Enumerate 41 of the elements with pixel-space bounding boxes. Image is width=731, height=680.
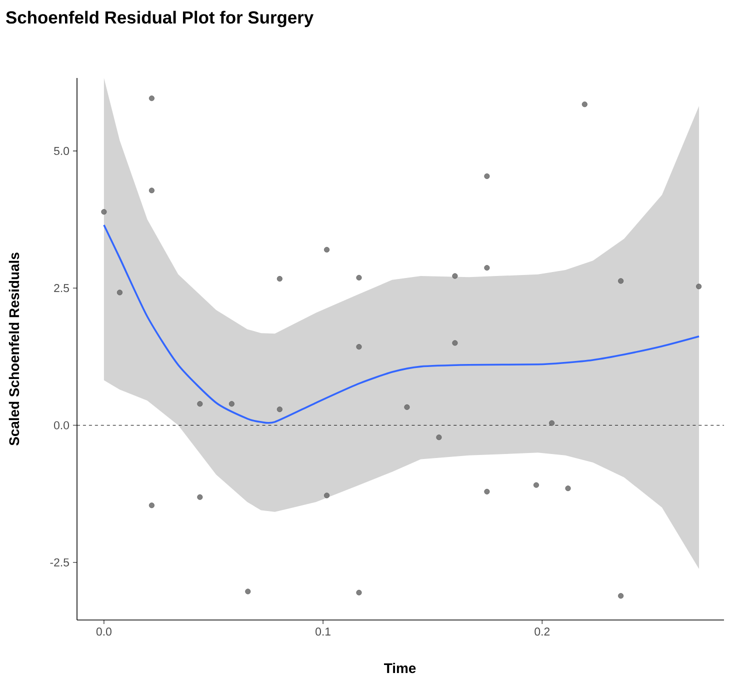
x-axis-title: Time [384,662,416,674]
point [148,188,154,194]
x-tick-label: 0.0 [96,628,112,636]
point [565,486,571,492]
point [324,246,330,252]
x-tick-label: 0.1 [316,628,330,636]
point [404,404,410,410]
point [276,276,282,282]
point [533,482,539,488]
y-tick-label: 2.5 [54,284,69,292]
point [452,273,458,279]
y-tick-label: -2.5 [50,558,69,566]
point [618,593,624,599]
point [197,494,203,500]
point [484,265,490,271]
point [549,420,555,426]
point [276,406,282,412]
point [148,96,154,102]
point [484,488,490,494]
point [197,401,203,407]
point [324,492,330,498]
point [245,588,251,594]
point [436,434,442,440]
point [101,209,107,215]
y-tick-label: 5.0 [54,146,70,156]
y-axis-title: Scaled Schoenfeld Residuals [8,252,20,446]
point [228,401,234,407]
point [148,502,154,508]
y-tick-label: 0.0 [54,421,70,430]
point [356,274,362,280]
point [696,284,702,290]
line-series [103,224,700,424]
point [452,340,458,346]
point [116,290,122,296]
point [582,102,588,108]
chart-title: Schoenfeld Residual Plot for Surgery [6,10,314,28]
x-tick-label: 0.2 [534,628,550,636]
point [356,344,362,350]
point [356,590,362,596]
point [618,278,624,284]
point [484,173,490,179]
